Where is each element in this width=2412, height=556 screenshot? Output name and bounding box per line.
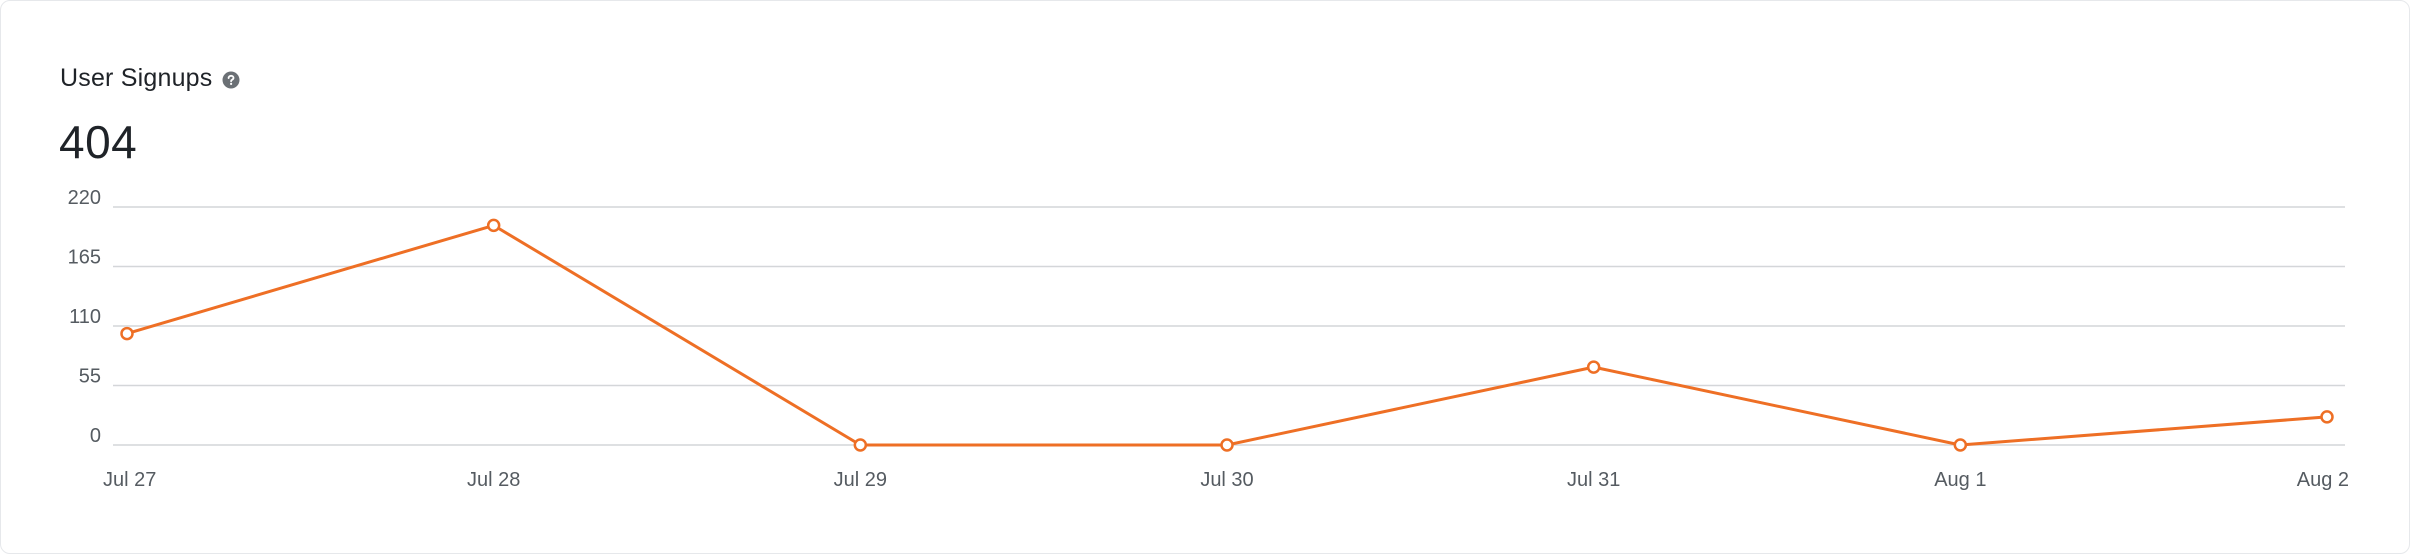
- data-point: [1953, 438, 1968, 452]
- data-point: [486, 218, 501, 233]
- x-tick-label: Aug 1: [1934, 469, 1986, 491]
- x-tick-label: Jul 27: [103, 469, 156, 491]
- x-tick-label: Aug 2: [2297, 469, 2349, 491]
- question-circle-icon[interactable]: [222, 71, 240, 89]
- y-tick-label: 55: [79, 366, 101, 388]
- card-header: User Signups: [60, 61, 240, 95]
- x-tick-label: Jul 31: [1567, 469, 1620, 491]
- data-point: [2320, 410, 2334, 424]
- x-tick-label: Jul 30: [1200, 469, 1253, 491]
- y-tick-label: 220: [68, 187, 101, 209]
- data-point: [1220, 438, 1234, 452]
- x-tick-label: Jul 29: [834, 469, 887, 491]
- total-signups-value: 404: [59, 116, 138, 168]
- y-tick-label: 0: [90, 425, 101, 447]
- y-tick-label: 165: [68, 247, 101, 269]
- card-title: User Signups: [60, 63, 213, 92]
- data-point: [1586, 360, 1601, 374]
- series-line: [125, 223, 2329, 447]
- data-point: [120, 326, 134, 341]
- x-tick-label: Jul 28: [467, 469, 520, 491]
- data-point: [853, 438, 868, 452]
- y-tick-label: 110: [69, 306, 101, 328]
